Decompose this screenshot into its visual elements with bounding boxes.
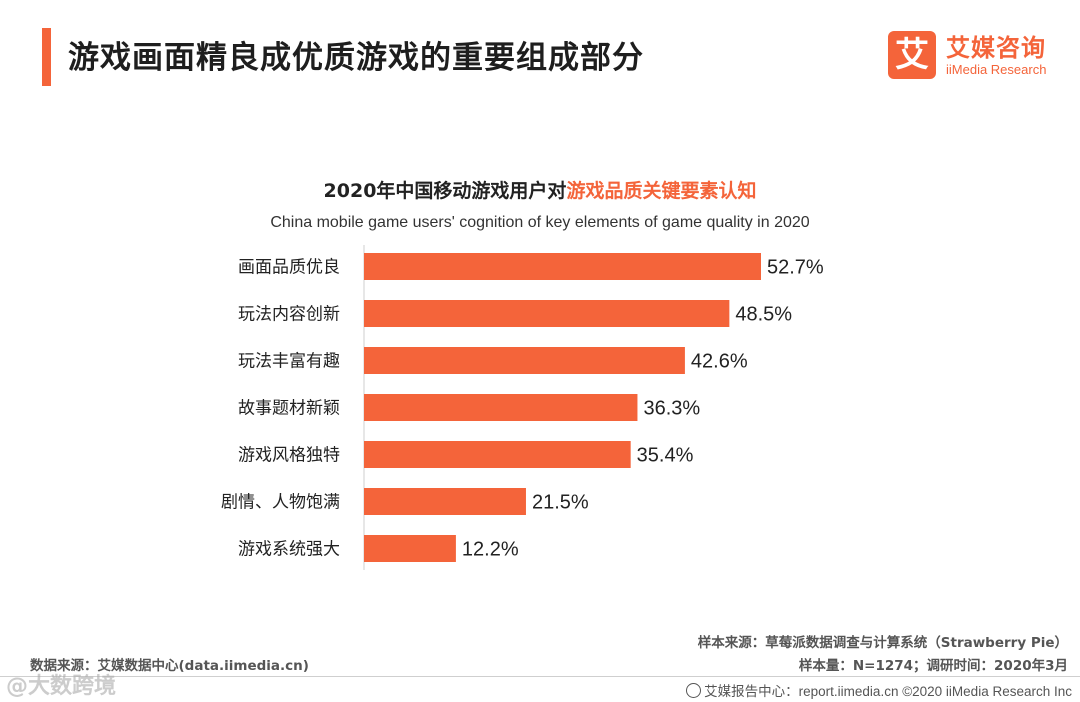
category-label: 画面品质优良: [238, 258, 340, 278]
footer: 艾媒报告中心：report.iimedia.cn ©2020 iiMedia R…: [686, 680, 1072, 700]
iimedia-logo: 艾 艾媒咨询 iiMedia Research: [888, 28, 1068, 84]
bar: [364, 394, 638, 421]
category-label: 故事题材新颖: [238, 399, 340, 419]
data-label: 12.2%: [462, 539, 519, 561]
bar: [364, 347, 685, 374]
title-accent-bar: [42, 28, 51, 86]
data-label: 52.7%: [767, 257, 824, 279]
chart-title-highlight: 游戏品质关键要素认知: [566, 180, 757, 202]
logo-name-en: iiMedia Research: [946, 62, 1047, 77]
globe-icon: [686, 683, 702, 698]
chart-subtitle: China mobile game users' cognition of ke…: [270, 214, 810, 231]
category-label: 游戏系统强大: [238, 540, 340, 560]
bar: [364, 535, 456, 562]
data-label: 36.3%: [643, 398, 700, 420]
bar-chart: 画面品质优良 52.7% 玩法内容创新 48.5% 玩法丰富有趣 42.6% 故事题材新颖 3…: [221, 245, 824, 570]
sample-size-date: 样本量：N=1274；调研时间：2020年3月: [798, 658, 1068, 674]
category-label: 玩法内容创新: [238, 305, 340, 325]
sample-source: 样本来源：草莓派数据调查与计算系统（Strawberry Pie）: [697, 635, 1068, 651]
bar: [364, 253, 761, 280]
chart-title: 2020年中国移动游戏用户对游戏品质关键要素认知: [0, 176, 1080, 203]
data-source-left: 数据来源：艾媒数据中心(data.iimedia.cn): [30, 658, 309, 674]
logo-mark-icon: 艾: [888, 31, 936, 79]
footer-text: 艾媒报告中心：report.iimedia.cn ©2020 iiMedia R…: [704, 684, 1072, 699]
watermark: @大数跨境: [6, 674, 117, 699]
bar: [364, 488, 526, 515]
bar: [364, 441, 631, 468]
data-label: 35.4%: [637, 445, 694, 467]
category-label: 玩法丰富有趣: [238, 352, 340, 372]
footer-divider: [0, 676, 1080, 677]
data-label: 48.5%: [735, 304, 792, 326]
bar: [364, 300, 730, 327]
data-label: 21.5%: [532, 492, 589, 514]
category-label: 游戏风格独特: [238, 446, 340, 466]
chart-title-prefix: 2020年中国移动游戏用户对: [323, 180, 567, 202]
data-label: 42.6%: [691, 351, 748, 373]
category-label: 剧情、人物饱满: [221, 493, 340, 513]
sample-source-block: 样本来源：草莓派数据调查与计算系统（Strawberry Pie） 样本量：N=…: [698, 632, 1068, 678]
page-title: 游戏画面精良成优质游戏的重要组成部分: [68, 40, 644, 76]
logo-name-cn: 艾媒咨询: [946, 34, 1046, 62]
